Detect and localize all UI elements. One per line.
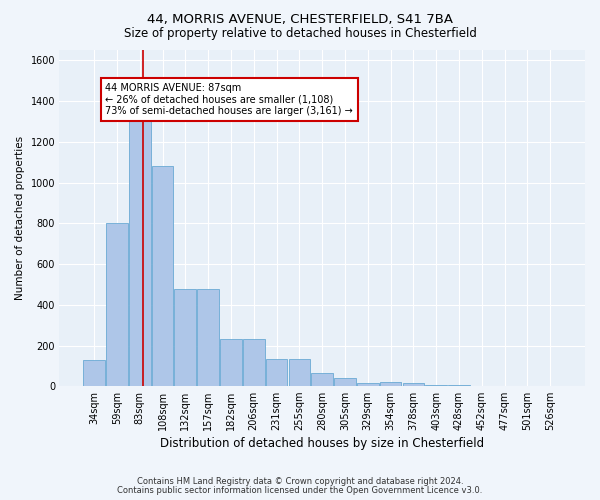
Bar xyxy=(106,224,128,386)
Bar xyxy=(152,166,173,386)
Text: 44 MORRIS AVENUE: 87sqm
← 26% of detached houses are smaller (1,108)
73% of semi: 44 MORRIS AVENUE: 87sqm ← 26% of detache… xyxy=(106,82,353,116)
Bar xyxy=(334,378,356,386)
Bar xyxy=(289,359,310,386)
X-axis label: Distribution of detached houses by size in Chesterfield: Distribution of detached houses by size … xyxy=(160,437,484,450)
Text: Contains public sector information licensed under the Open Government Licence v3: Contains public sector information licen… xyxy=(118,486,482,495)
Bar xyxy=(175,288,196,386)
Bar xyxy=(243,340,265,386)
Text: 44, MORRIS AVENUE, CHESTERFIELD, S41 7BA: 44, MORRIS AVENUE, CHESTERFIELD, S41 7BA xyxy=(147,12,453,26)
Bar xyxy=(380,382,401,386)
Bar xyxy=(266,359,287,386)
Text: Size of property relative to detached houses in Chesterfield: Size of property relative to detached ho… xyxy=(124,28,476,40)
Bar xyxy=(129,122,151,386)
Bar xyxy=(403,384,424,386)
Bar xyxy=(197,288,219,386)
Y-axis label: Number of detached properties: Number of detached properties xyxy=(15,136,25,300)
Bar xyxy=(83,360,105,386)
Bar xyxy=(357,384,379,386)
Bar xyxy=(220,340,242,386)
Bar xyxy=(311,373,333,386)
Text: Contains HM Land Registry data © Crown copyright and database right 2024.: Contains HM Land Registry data © Crown c… xyxy=(137,477,463,486)
